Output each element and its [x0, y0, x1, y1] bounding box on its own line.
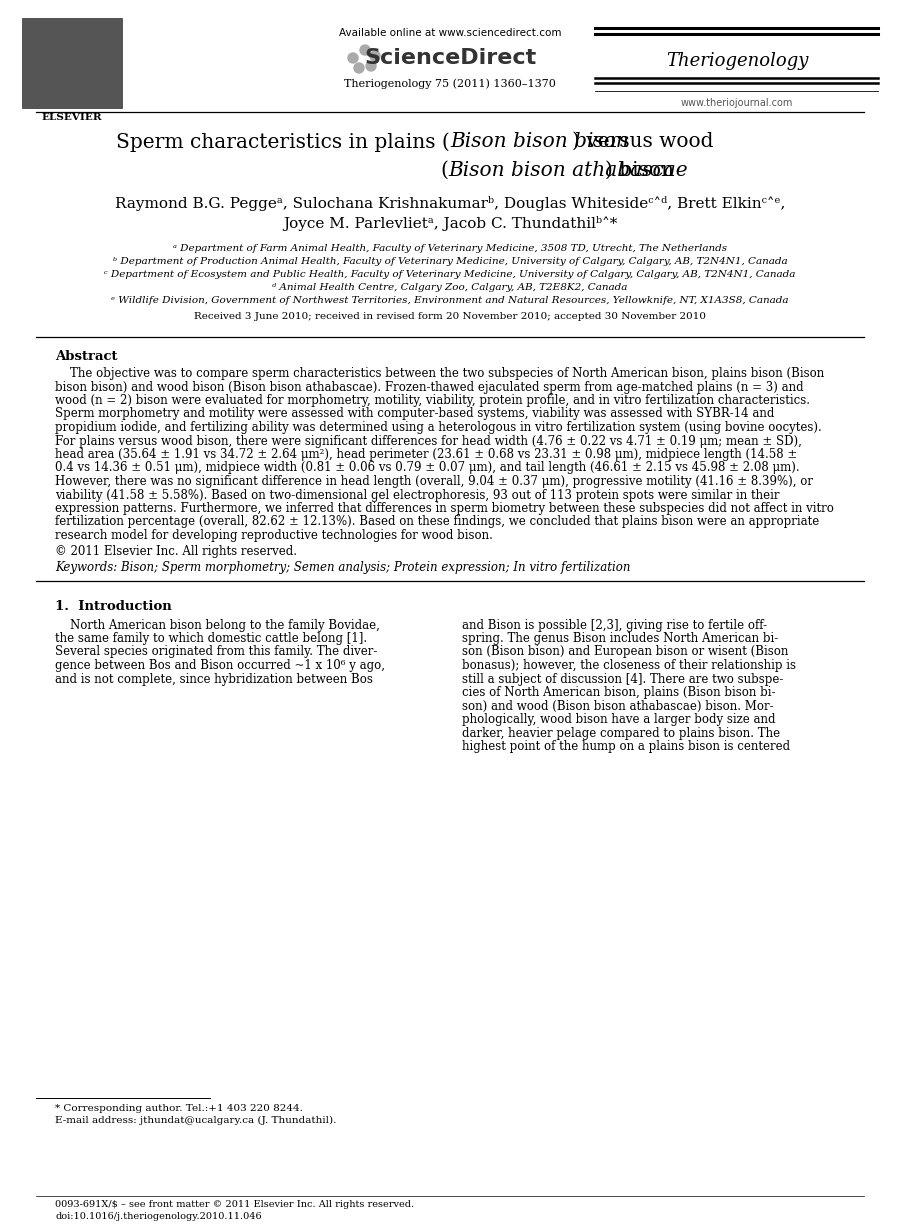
Text: still a subject of discussion [4]. There are two subspe-: still a subject of discussion [4]. There…	[462, 673, 783, 685]
Text: ) versus wood: ) versus wood	[572, 132, 714, 151]
Text: fertilization percentage (overall, 82.62 ± 12.13%). Based on these findings, we : fertilization percentage (overall, 82.62…	[55, 515, 819, 529]
Text: 0.4 vs 14.36 ± 0.51 μm), midpiece width (0.81 ± 0.06 vs 0.79 ± 0.07 μm), and tai: 0.4 vs 14.36 ± 0.51 μm), midpiece width …	[55, 461, 799, 475]
Text: 1.  Introduction: 1. Introduction	[55, 600, 172, 614]
Text: * Corresponding author. Tel.:+1 403 220 8244.: * Corresponding author. Tel.:+1 403 220 …	[55, 1105, 303, 1113]
Text: ᵇ Department of Production Animal Health, Faculty of Veterinary Medicine, Univer: ᵇ Department of Production Animal Health…	[112, 257, 788, 266]
Text: Raymond B.G. Peggeᵃ, Sulochana Krishnakumarᵇ, Douglas Whitesideᶜ˄ᵈ, Brett Elkinᶜ: Raymond B.G. Peggeᵃ, Sulochana Krishnaku…	[115, 196, 785, 212]
Text: son) and wood (Bison bison athabascae) bison. Mor-: son) and wood (Bison bison athabascae) b…	[462, 700, 774, 712]
Text: viability (41.58 ± 5.58%). Based on two-dimensional gel electrophoresis, 93 out : viability (41.58 ± 5.58%). Based on two-…	[55, 488, 779, 502]
Circle shape	[348, 53, 358, 63]
Text: ELSEVIER: ELSEVIER	[41, 113, 103, 122]
Text: Abstract: Abstract	[55, 351, 118, 363]
Text: head area (35.64 ± 1.91 vs 34.72 ± 2.64 μm²), head perimeter (23.61 ± 0.68 vs 23: head area (35.64 ± 1.91 vs 34.72 ± 2.64 …	[55, 448, 797, 461]
Text: Theriogenology: Theriogenology	[666, 52, 808, 70]
Text: phologically, wood bison have a larger body size and: phologically, wood bison have a larger b…	[462, 713, 776, 726]
Text: Received 3 June 2010; received in revised form 20 November 2010; accepted 30 Nov: Received 3 June 2010; received in revise…	[194, 312, 706, 321]
Text: ) bison: ) bison	[605, 161, 674, 180]
Text: propidium iodide, and fertilizing ability was determined using a heterologous in: propidium iodide, and fertilizing abilit…	[55, 421, 822, 434]
Text: The objective was to compare sperm characteristics between the two subspecies of: The objective was to compare sperm chara…	[55, 367, 824, 380]
Text: cies of North American bison, plains (Bison bison bi-: cies of North American bison, plains (Bi…	[462, 686, 776, 699]
Text: Keywords: Bison; Sperm morphometry; Semen analysis; Protein expression; In vitro: Keywords: Bison; Sperm morphometry; Seme…	[55, 562, 631, 574]
Text: © 2011 Elsevier Inc. All rights reserved.: © 2011 Elsevier Inc. All rights reserved…	[55, 545, 297, 558]
Text: expression patterns. Furthermore, we inferred that differences in sperm biometry: expression patterns. Furthermore, we inf…	[55, 502, 834, 515]
Text: Joyce M. Parlevlietᵃ, Jacob C. Thundathilᵇ˄*: Joyce M. Parlevlietᵃ, Jacob C. Thundathi…	[283, 216, 617, 231]
Text: doi:10.1016/j.theriogenology.2010.11.046: doi:10.1016/j.theriogenology.2010.11.046	[55, 1212, 262, 1221]
Text: www.theriojournal.com: www.theriojournal.com	[680, 98, 793, 108]
Text: Bison bison athabascae: Bison bison athabascae	[448, 161, 688, 180]
Text: North American bison belong to the family Bovidae,: North American bison belong to the famil…	[55, 619, 380, 631]
Text: wood (n = 2) bison were evaluated for morphometry, motility, viability, protein : wood (n = 2) bison were evaluated for mo…	[55, 394, 810, 407]
Text: E-mail address: jthundat@ucalgary.ca (J. Thundathil).: E-mail address: jthundat@ucalgary.ca (J.…	[55, 1116, 337, 1125]
Text: Sperm characteristics in plains (: Sperm characteristics in plains (	[116, 132, 450, 151]
Text: ᶜ Department of Ecosystem and Public Health, Faculty of Veterinary Medicine, Uni: ᶜ Department of Ecosystem and Public Hea…	[104, 271, 796, 279]
Text: Theriogenology 75 (2011) 1360–1370: Theriogenology 75 (2011) 1360–1370	[344, 77, 556, 89]
Text: However, there was no significant difference in head length (overall, 9.04 ± 0.3: However, there was no significant differ…	[55, 475, 813, 488]
Text: Bison bison bison: Bison bison bison	[450, 132, 629, 151]
Text: the same family to which domestic cattle belong [1].: the same family to which domestic cattle…	[55, 632, 367, 645]
Circle shape	[354, 63, 364, 73]
Circle shape	[360, 46, 370, 55]
Circle shape	[370, 50, 380, 62]
Text: Several species originated from this family. The diver-: Several species originated from this fam…	[55, 646, 377, 658]
Circle shape	[366, 62, 376, 71]
Text: research model for developing reproductive technologies for wood bison.: research model for developing reproducti…	[55, 529, 493, 542]
Text: ᵉ Wildlife Division, Government of Northwest Territories, Environment and Natura: ᵉ Wildlife Division, Government of North…	[112, 296, 788, 305]
Text: gence between Bos and Bison occurred ~1 x 10⁶ y ago,: gence between Bos and Bison occurred ~1 …	[55, 659, 385, 672]
Text: For plains versus wood bison, there were significant differences for head width : For plains versus wood bison, there were…	[55, 434, 802, 448]
Text: son (Bison bison) and European bison or wisent (Bison: son (Bison bison) and European bison or …	[462, 646, 788, 658]
Text: ScienceDirect: ScienceDirect	[364, 48, 536, 68]
Text: bison bison) and wood bison (Bison bison athabascae). Frozen-thawed ejaculated s: bison bison) and wood bison (Bison bison…	[55, 380, 804, 394]
Text: and is not complete, since hybridization between Bos: and is not complete, since hybridization…	[55, 673, 373, 685]
Text: ᵃ Department of Farm Animal Health, Faculty of Veterinary Medicine, 3508 TD, Utr: ᵃ Department of Farm Animal Health, Facu…	[173, 244, 727, 253]
Text: bonasus); however, the closeness of their relationship is: bonasus); however, the closeness of thei…	[462, 659, 796, 672]
Text: and Bison is possible [2,3], giving rise to fertile off-: and Bison is possible [2,3], giving rise…	[462, 619, 767, 631]
Text: highest point of the hump on a plains bison is centered: highest point of the hump on a plains bi…	[462, 740, 790, 753]
Bar	[22, 18, 122, 108]
Text: ᵈ Animal Health Centre, Calgary Zoo, Calgary, AB, T2E8K2, Canada: ᵈ Animal Health Centre, Calgary Zoo, Cal…	[273, 283, 627, 292]
Text: darker, heavier pelage compared to plains bison. The: darker, heavier pelage compared to plain…	[462, 727, 780, 739]
Text: spring. The genus Bison includes North American bi-: spring. The genus Bison includes North A…	[462, 632, 778, 645]
Text: Sperm morphometry and motility were assessed with computer-based systems, viabil: Sperm morphometry and motility were asse…	[55, 407, 774, 421]
Text: (: (	[440, 161, 448, 180]
Text: 0093-691X/$ – see front matter © 2011 Elsevier Inc. All rights reserved.: 0093-691X/$ – see front matter © 2011 El…	[55, 1200, 414, 1209]
Text: Available online at www.sciencedirect.com: Available online at www.sciencedirect.co…	[338, 28, 562, 38]
